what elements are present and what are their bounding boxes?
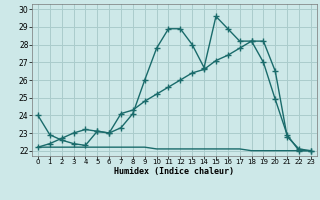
X-axis label: Humidex (Indice chaleur): Humidex (Indice chaleur) — [115, 167, 234, 176]
